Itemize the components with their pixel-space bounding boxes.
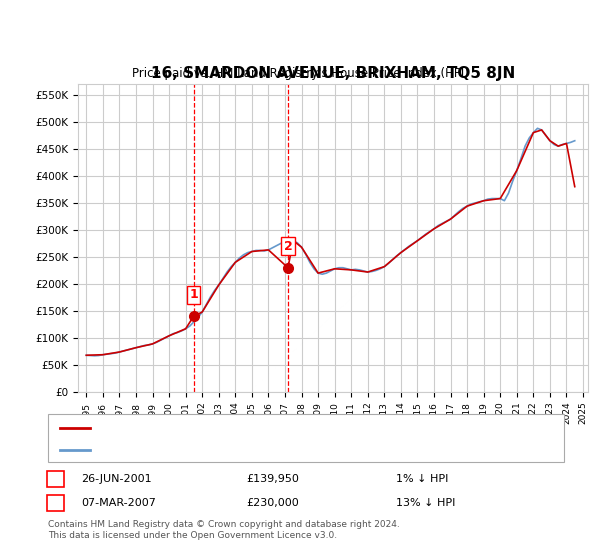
Text: 13% ↓ HPI: 13% ↓ HPI <box>396 498 455 508</box>
Text: Price paid vs. HM Land Registry's House Price Index (HPI): Price paid vs. HM Land Registry's House … <box>131 67 469 81</box>
Text: 2: 2 <box>284 240 292 253</box>
Title: 16, SMARDON AVENUE, BRIXHAM, TQ5 8JN: 16, SMARDON AVENUE, BRIXHAM, TQ5 8JN <box>151 67 515 81</box>
Text: £230,000: £230,000 <box>246 498 299 508</box>
Text: 1: 1 <box>189 288 198 301</box>
Text: 1% ↓ HPI: 1% ↓ HPI <box>396 474 448 484</box>
Text: Contains HM Land Registry data © Crown copyright and database right 2024.
This d: Contains HM Land Registry data © Crown c… <box>48 520 400 540</box>
Text: 2: 2 <box>52 498 59 508</box>
Text: £139,950: £139,950 <box>246 474 299 484</box>
Text: 1: 1 <box>52 474 59 484</box>
Text: HPI: Average price, detached house, Torbay: HPI: Average price, detached house, Torb… <box>96 445 323 455</box>
Text: 07-MAR-2007: 07-MAR-2007 <box>81 498 156 508</box>
Text: 26-JUN-2001: 26-JUN-2001 <box>81 474 152 484</box>
Text: 16, SMARDON AVENUE, BRIXHAM, TQ5 8JN (detached house): 16, SMARDON AVENUE, BRIXHAM, TQ5 8JN (de… <box>96 423 413 433</box>
